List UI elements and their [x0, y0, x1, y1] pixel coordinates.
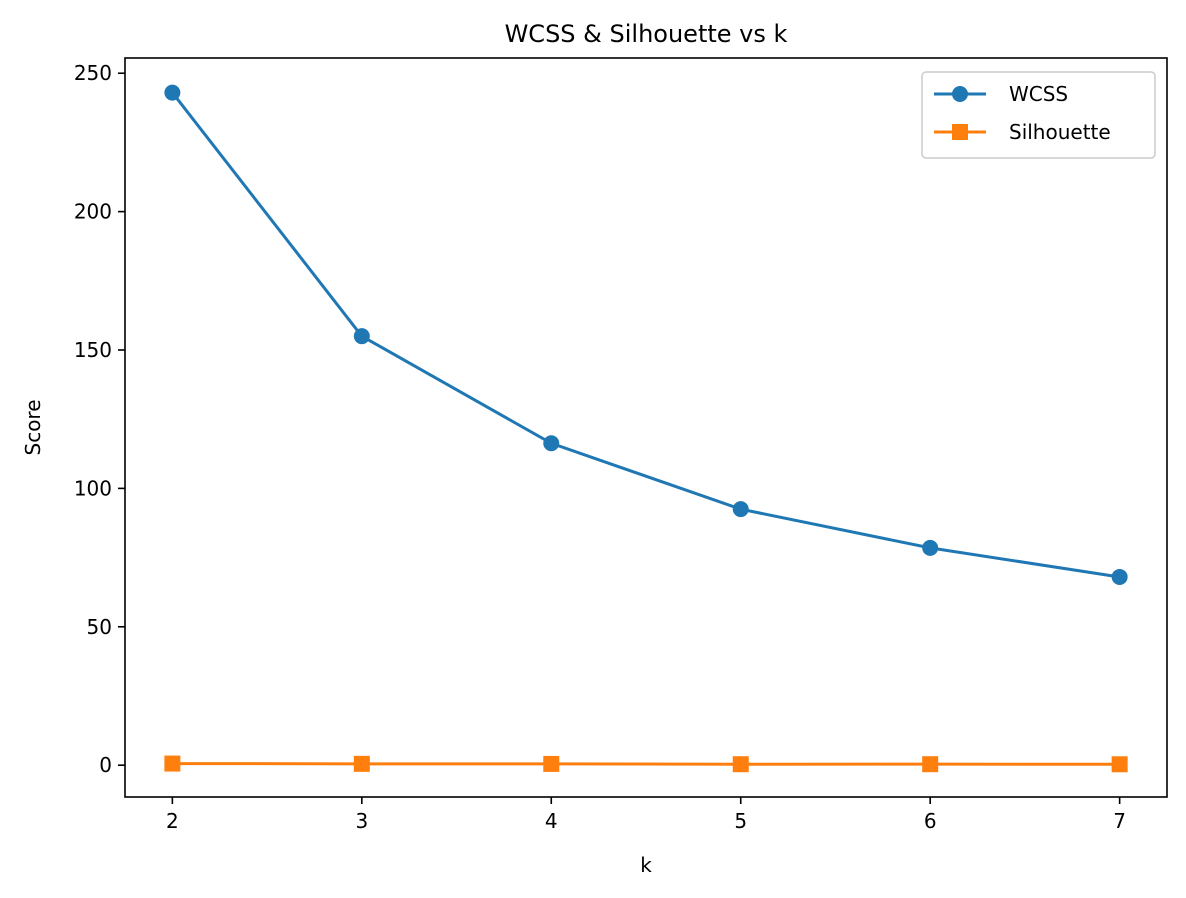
- data-point-wcss: [353, 328, 370, 345]
- legend-marker-wcss: [952, 86, 968, 102]
- plot-frame: [124, 57, 1168, 798]
- data-point-silhouette: [922, 756, 939, 773]
- series-line-silhouette: [172, 762, 1120, 766]
- y-tick-label: 200: [74, 200, 112, 224]
- y-axis: 0 50 100 150 200 250: [74, 61, 125, 777]
- data-point-silhouette: [353, 755, 370, 772]
- data-point-wcss: [1111, 568, 1128, 585]
- x-axis: 2 3 4 5 6 7: [166, 797, 1126, 833]
- data-point-silhouette: [164, 755, 181, 772]
- legend-label-silhouette: Silhouette: [1009, 120, 1111, 144]
- y-tick-label: 50: [87, 615, 112, 639]
- y-tick-label: 150: [74, 338, 112, 362]
- data-point-wcss: [732, 501, 749, 518]
- data-point-wcss: [543, 435, 560, 452]
- legend-marker-silhouette: [952, 124, 968, 140]
- y-tick-label: 100: [74, 476, 112, 500]
- y-tick-label: 0: [99, 753, 112, 777]
- x-tick-label: 6: [924, 809, 937, 833]
- data-point-wcss: [164, 84, 181, 101]
- y-tick-label: 250: [74, 61, 112, 85]
- data-point-silhouette: [732, 756, 749, 773]
- x-tick-label: 2: [166, 809, 179, 833]
- legend-label-wcss: WCSS: [1009, 82, 1068, 106]
- data-point-wcss: [922, 539, 939, 556]
- data-point-silhouette: [543, 755, 560, 772]
- series-line-wcss: [171, 91, 1120, 579]
- plot-area: [125, 58, 1167, 797]
- series-layer: [164, 84, 1128, 773]
- x-tick-label: 7: [1113, 809, 1126, 833]
- data-point-silhouette: [1111, 756, 1128, 773]
- x-tick-label: 4: [545, 809, 558, 833]
- chart-title: WCSS & Silhouette vs k: [505, 20, 788, 48]
- legend: WCSS Silhouette: [921, 71, 1156, 159]
- x-tick-label: 5: [734, 809, 747, 833]
- y-axis-title: Score: [21, 399, 45, 455]
- x-axis-title: k: [640, 853, 652, 877]
- x-tick-label: 3: [355, 809, 368, 833]
